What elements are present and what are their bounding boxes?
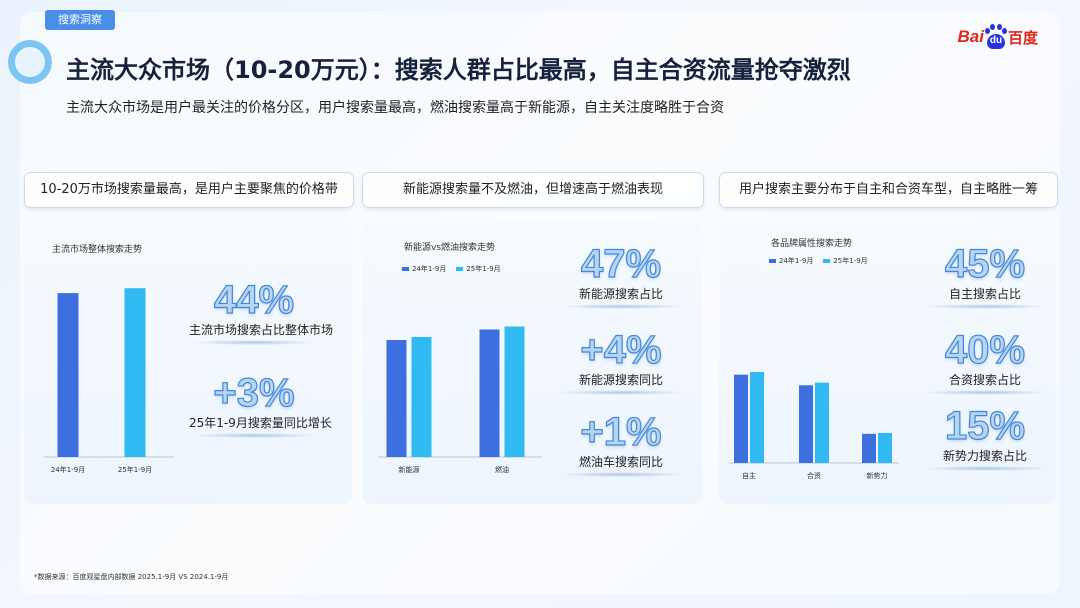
stat-label: 主流市场搜索占比整体市场 bbox=[189, 323, 334, 337]
stat-label: 新能源搜索同比 bbox=[578, 373, 663, 387]
stat-underline bbox=[191, 433, 317, 438]
legend-item: 25年1-9月 bbox=[823, 256, 868, 266]
stat-value: +3% bbox=[213, 371, 295, 415]
chart-3-svg: 自主 合资 新势力 bbox=[729, 372, 899, 480]
stat-underline bbox=[558, 304, 684, 309]
stat-underline bbox=[558, 390, 684, 395]
section-tag: 搜索洞察 bbox=[45, 10, 115, 30]
stat-value: 40% bbox=[944, 328, 1026, 372]
bar-1-0 bbox=[124, 288, 146, 457]
page-subtitle: 主流大众市场是用户最关注的价格分区，用户搜索量最高，燃油搜索量高于新能源，自主关… bbox=[66, 100, 724, 116]
stat-underline bbox=[922, 466, 1048, 471]
stat-2-3: +1% 燃油车搜索同比 bbox=[556, 410, 686, 477]
stat-label: 25年1-9月搜索量同比增长 bbox=[189, 416, 332, 430]
x-tick-label: 24年1-9月 bbox=[51, 465, 85, 474]
stat-underline bbox=[922, 304, 1048, 309]
stat-1-1: 44% 主流市场搜索占比整体市场 bbox=[189, 278, 334, 345]
section-2-panel: 新能源vs燃油搜索走势 24年1-9月 25年1-9月 新能源 燃油 bbox=[362, 222, 702, 504]
stat-value: 44% bbox=[213, 278, 295, 322]
x-tick-label: 合资 bbox=[807, 471, 821, 480]
x-tick-label: 新能源 bbox=[399, 465, 420, 474]
bar-0-0 bbox=[57, 293, 79, 457]
chart-3-title: 各品牌属性搜索走势 bbox=[771, 239, 853, 249]
stat-label: 新能源搜索占比 bbox=[578, 287, 663, 301]
bar-0-1 bbox=[750, 372, 764, 463]
stat-value: +4% bbox=[580, 328, 662, 372]
bar-0-1 bbox=[411, 337, 432, 457]
stat-underline bbox=[191, 340, 317, 345]
stat-value: +1% bbox=[580, 410, 662, 454]
chart-2-title: 新能源vs燃油搜索走势 bbox=[404, 243, 496, 253]
section-2-heading: 新能源搜索量不及燃油，但增速高于燃油表现 bbox=[362, 172, 704, 208]
page-title: 主流大众市场（10-20万元）：搜索人群占比最高，自主合资流量抢夺激烈 bbox=[66, 56, 851, 84]
stat-label: 燃油车搜索同比 bbox=[578, 455, 663, 469]
section-3-heading: 用户搜索主要分布于自主和合资车型，自主略胜一筹 bbox=[719, 172, 1058, 208]
bar-2-0 bbox=[862, 433, 876, 463]
stat-value: 45% bbox=[944, 242, 1026, 286]
chart-3-legend: 24年1-9月 25年1-9月 bbox=[769, 256, 868, 266]
stat-2-1: 47% 新能源搜索占比 bbox=[556, 242, 686, 309]
baidu-logo: Bai du 百度 bbox=[958, 22, 1038, 52]
chart-1-svg: 24年1-9月 25年1-9月 bbox=[44, 288, 174, 474]
bar-0-0 bbox=[386, 340, 407, 457]
stat-label: 自主搜索占比 bbox=[948, 287, 1021, 301]
logo-du-text: du bbox=[989, 35, 1003, 46]
chart-2-svg: 新能源 燃油 bbox=[378, 326, 542, 474]
stat-2-2: +4% 新能源搜索同比 bbox=[556, 328, 686, 395]
stat-label: 新势力搜索占比 bbox=[942, 449, 1027, 463]
stat-3-2: 40% 合资搜索占比 bbox=[920, 328, 1050, 395]
chart-2-legend: 24年1-9月 25年1-9月 bbox=[402, 264, 501, 274]
logo-bai-text: Bai bbox=[957, 27, 984, 46]
stat-value: 15% bbox=[944, 404, 1026, 448]
section-1-heading: 10-20万市场搜索量最高，是用户主要聚焦的价格带 bbox=[24, 172, 354, 208]
legend-item: 24年1-9月 bbox=[402, 264, 446, 274]
legend-item: 25年1-9月 bbox=[456, 264, 501, 274]
stat-3-1: 45% 自主搜索占比 bbox=[920, 242, 1050, 309]
chart-1-title: 主流市场整体搜索走势 bbox=[52, 245, 143, 255]
bar-2-1 bbox=[878, 432, 892, 463]
bar-0-0 bbox=[734, 374, 748, 463]
footnote: *数据来源：百度观星盘内部数据 2025.1-9月 VS 2024.1-9月 bbox=[34, 573, 229, 581]
stat-3-3: 15% 新势力搜索占比 bbox=[920, 404, 1050, 471]
logo-cn-text: 百度 bbox=[1007, 28, 1038, 47]
x-tick-label: 25年1-9月 bbox=[118, 465, 152, 474]
stat-value: 47% bbox=[580, 242, 662, 286]
x-tick-label: 新势力 bbox=[867, 471, 888, 480]
paw-icon: du bbox=[984, 24, 1007, 50]
stat-underline bbox=[922, 390, 1048, 395]
ring-decoration-icon bbox=[8, 40, 52, 84]
section-1-panel: 主流市场整体搜索走势 24年1-9月 25年1-9月 bbox=[24, 222, 352, 504]
stat-label: 合资搜索占比 bbox=[948, 373, 1021, 387]
x-tick-label: 自主 bbox=[742, 471, 756, 480]
stat-1-2: +3% 25年1-9月搜索量同比增长 bbox=[189, 371, 332, 438]
bar-1-1 bbox=[504, 326, 525, 457]
stat-underline bbox=[558, 472, 684, 477]
legend-item: 24年1-9月 bbox=[769, 256, 813, 266]
x-tick-label: 燃油 bbox=[495, 465, 509, 474]
bar-1-0 bbox=[799, 385, 813, 463]
bar-1-1 bbox=[815, 382, 829, 463]
section-3-panel: 各品牌属性搜索走势 24年1-9月 25年1-9月 自主 合资 新势力 bbox=[719, 222, 1056, 504]
bar-1-0 bbox=[479, 329, 500, 457]
